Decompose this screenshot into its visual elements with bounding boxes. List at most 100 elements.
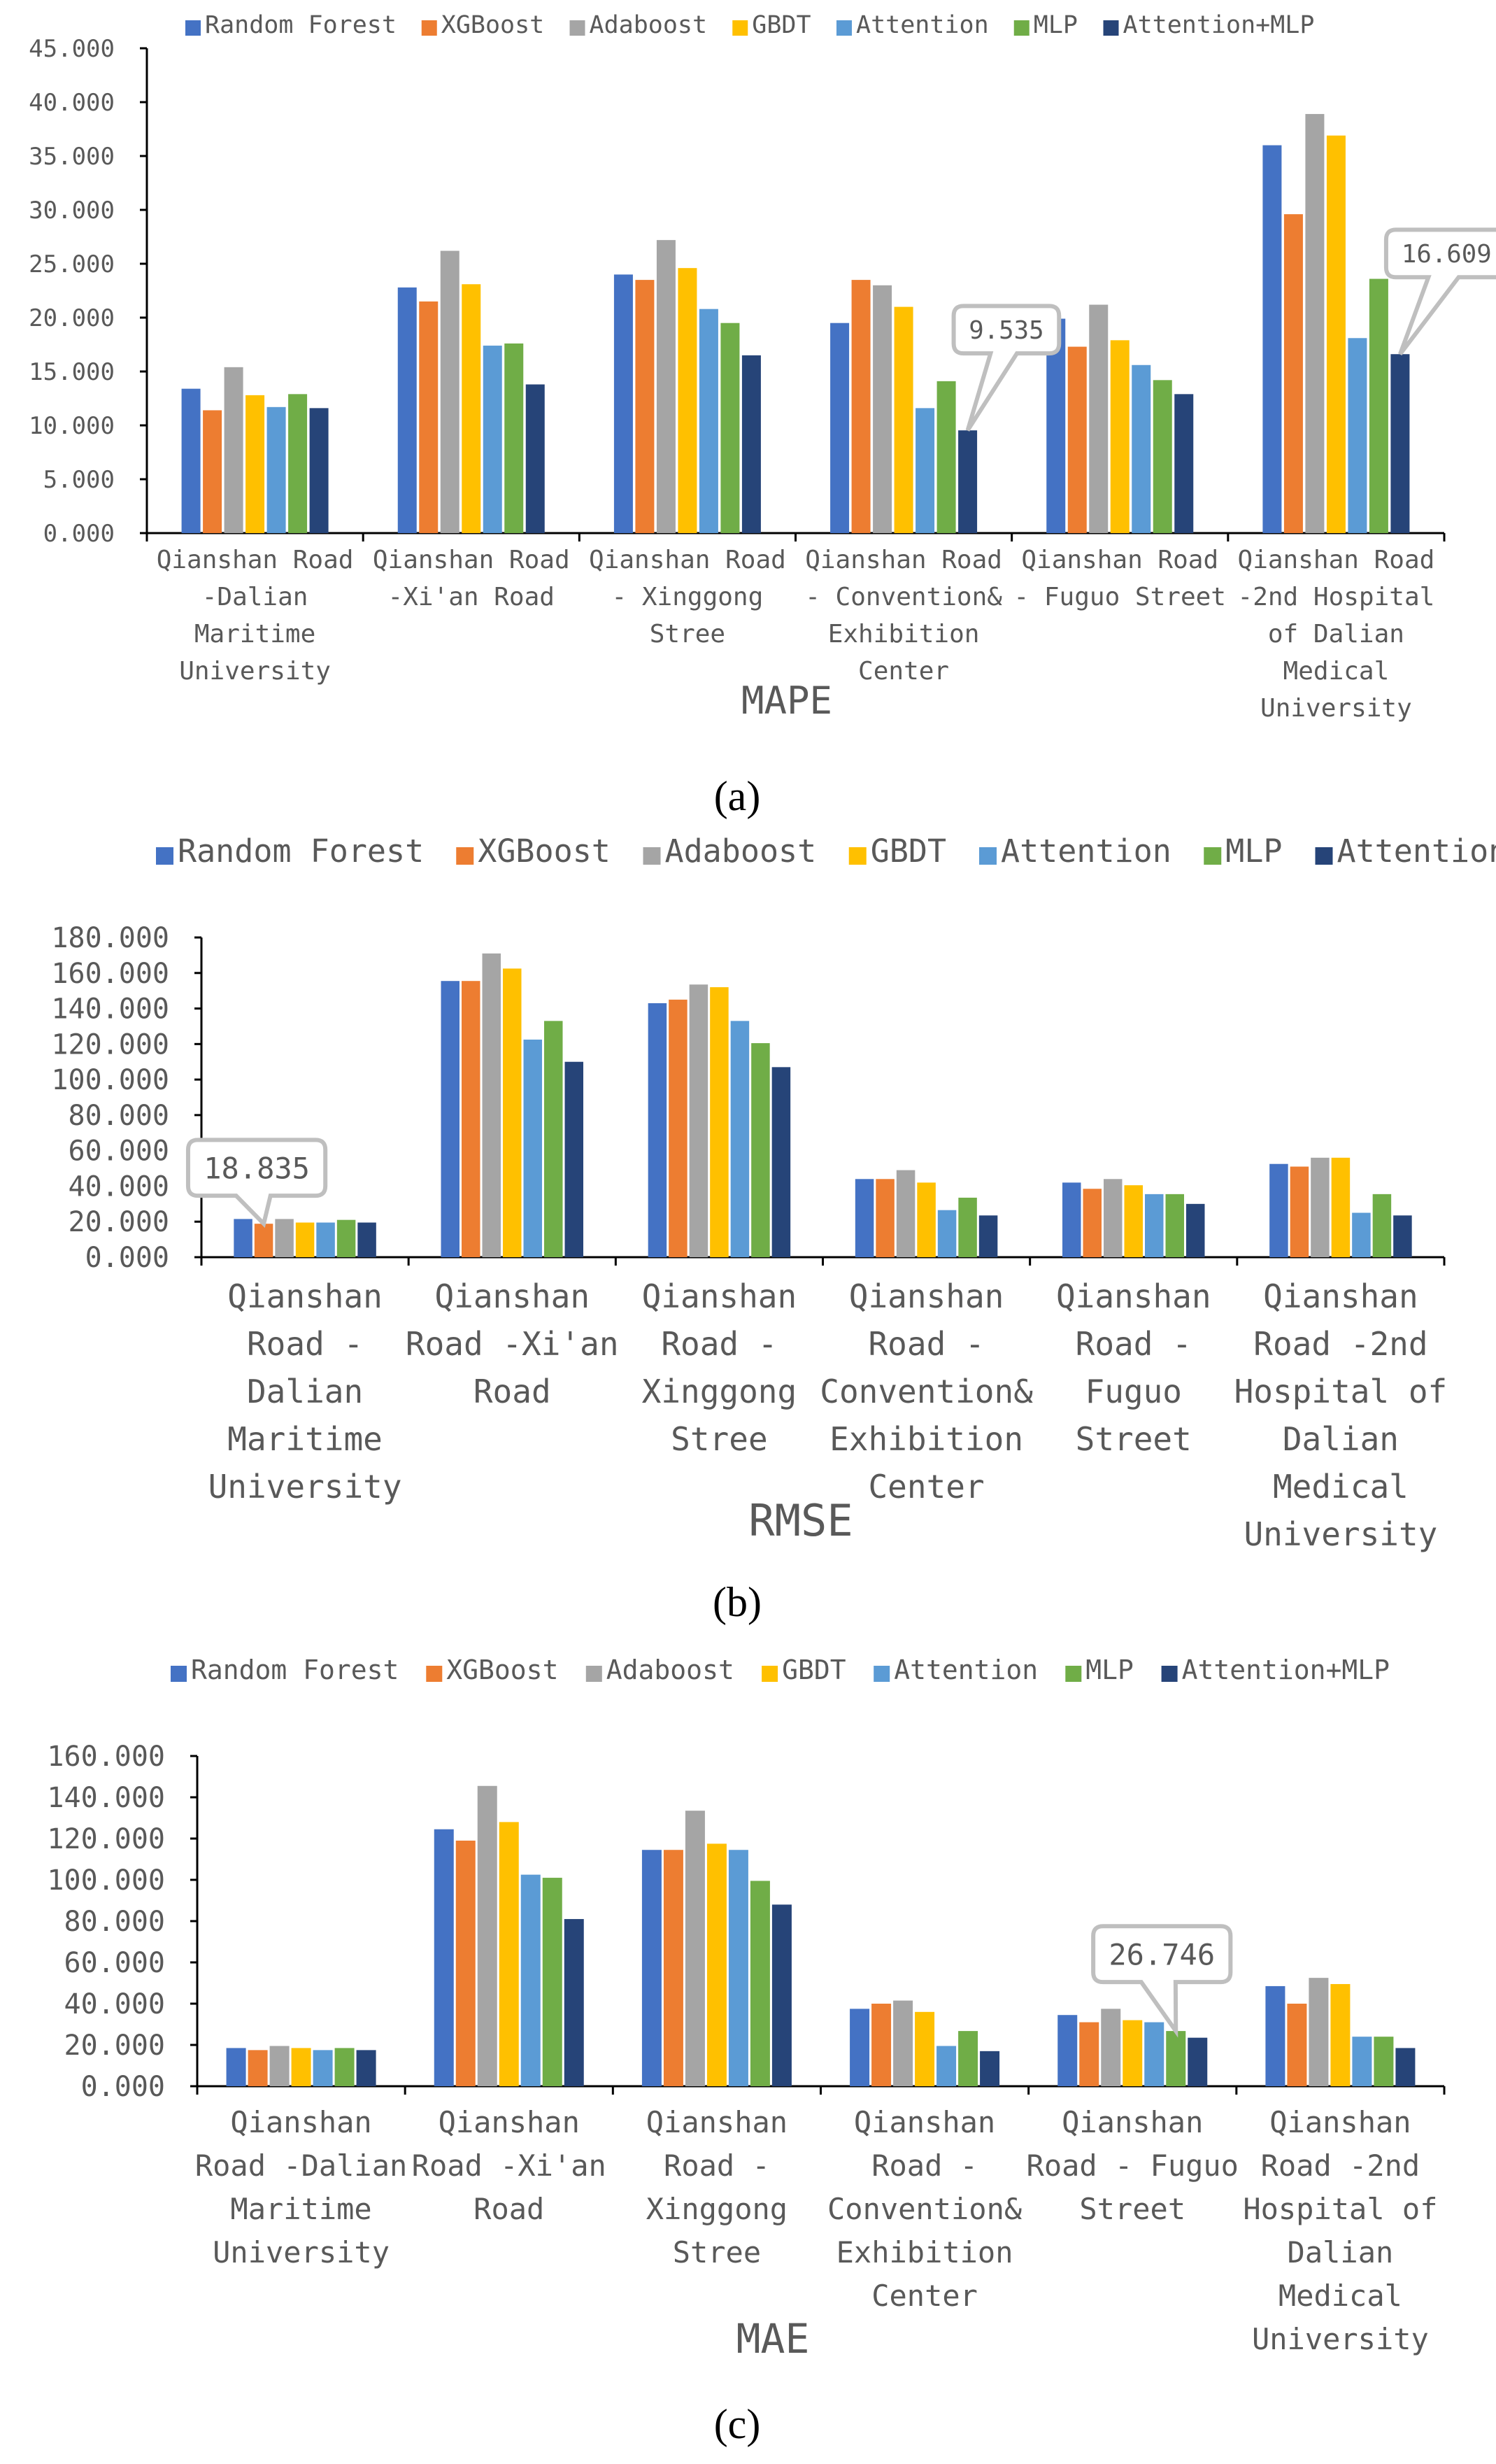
x-axis-title: MAPE <box>741 679 832 723</box>
x-category-label-line: Road -Xi'an <box>406 1325 619 1363</box>
x-category-label-line: Qianshan Road <box>1238 546 1435 574</box>
bar <box>893 2000 913 2086</box>
bar <box>936 381 956 533</box>
legend-item: MLP <box>1204 833 1283 870</box>
y-tick-label: 140.000 <box>51 993 169 1026</box>
legend-label: Random Forest <box>191 1655 399 1685</box>
bar <box>203 410 222 533</box>
x-category-label-line: Qianshan <box>642 1277 797 1315</box>
y-tick-label: 160.000 <box>51 958 169 990</box>
bar <box>1395 2048 1416 2086</box>
x-category-label: Qianshan Road - Xinggong Stree <box>646 2105 788 2270</box>
legend-swatch <box>421 20 437 36</box>
bar <box>1305 113 1325 533</box>
x-category-label-line: Qianshan <box>1062 2105 1203 2139</box>
x-category-label: Qianshan Road - Xinggong Stree <box>589 546 786 649</box>
legend-label: XGBoost <box>478 833 611 870</box>
x-category-label-line: Stree <box>671 1420 767 1458</box>
bar <box>1369 278 1388 533</box>
bar <box>830 323 850 533</box>
legend-item: Adaboost <box>585 1655 734 1685</box>
legend-swatch <box>1013 20 1030 36</box>
legend-label: Random Forest <box>205 11 397 39</box>
bar <box>656 240 676 533</box>
bar <box>710 987 729 1257</box>
x-category-label-line: Xinggong <box>646 2192 788 2226</box>
legend-label: Adaboost <box>665 833 817 870</box>
legend-label: GBDT <box>871 833 946 870</box>
y-tick-label: 40.000 <box>29 89 115 117</box>
bar <box>1174 394 1194 533</box>
bar <box>1062 1182 1081 1257</box>
x-category-label-line: Road <box>473 2192 544 2226</box>
legend-item: Attention <box>874 1655 1038 1685</box>
bar <box>226 2048 246 2086</box>
x-category-label-line: Road - <box>664 2148 770 2183</box>
x-category-label-line: University <box>1260 694 1412 723</box>
callout: 18.835 <box>185 1138 328 1229</box>
legend-swatch <box>156 847 173 865</box>
x-category-label: Qianshan Road -Xi'an Road <box>373 546 570 611</box>
x-category-label: Qianshan Road -Dalian Maritime University <box>208 1277 402 1506</box>
legend-label: GBDT <box>782 1655 846 1685</box>
bar <box>685 1811 705 2086</box>
y-tick-label: 60.000 <box>64 1947 166 1979</box>
bar <box>751 1043 770 1257</box>
legend-item: Random Forest <box>156 833 424 870</box>
x-category-label-line: Road -2nd <box>1253 1325 1427 1363</box>
bar <box>1188 2037 1208 2086</box>
x-category-label-line: Qianshan <box>230 2105 371 2139</box>
legend-swatch <box>1161 1666 1178 1682</box>
bar <box>564 1061 583 1257</box>
legend-label: MLP <box>1085 1655 1134 1685</box>
bar <box>275 1219 294 1257</box>
x-category-label-line: Dalian <box>1288 2235 1394 2270</box>
bar <box>1287 2004 1307 2086</box>
x-category-label-line: Qianshan Road <box>805 546 1002 574</box>
bar <box>978 1215 998 1257</box>
x-category-label-line: Qianshan Road <box>157 546 354 574</box>
legend-item: GBDT <box>848 833 946 870</box>
x-category-label-line: Road <box>473 1373 551 1410</box>
bar <box>1124 1185 1143 1257</box>
bar <box>245 395 265 533</box>
bar <box>1186 1203 1205 1257</box>
legend-label: XGBoost <box>446 1655 558 1685</box>
bar <box>434 1829 454 2086</box>
x-category-label-line: -2nd Hospital <box>1238 583 1435 611</box>
bar <box>1104 1179 1123 1257</box>
x-category-label-line: -Dalian <box>202 583 308 611</box>
bar <box>876 1179 895 1257</box>
bar <box>980 2051 1000 2086</box>
x-category-label-line: Maritime <box>194 620 315 649</box>
x-category-label-line: Xinggong <box>642 1373 797 1410</box>
legend-swatch <box>1204 847 1222 865</box>
bar <box>504 343 524 533</box>
y-tick-label: 20.000 <box>29 304 115 332</box>
bar <box>706 1843 727 2086</box>
legend-swatch <box>732 20 748 36</box>
x-category-label: Qianshan Road -2nd Hospital of Dalian Medica… <box>1243 2105 1437 2356</box>
legend: Random Forest XGBoost Adaboost GBDT Attentio… <box>156 833 1496 870</box>
x-category-label-line: Street <box>1076 1420 1192 1458</box>
x-category-label-line: Qianshan Road <box>1021 546 1218 574</box>
x-category-label: Qianshan Road -Dalian Maritime University <box>195 2105 407 2270</box>
callout: 16.609 <box>1383 227 1496 356</box>
chart-panel-mae: Random Forest XGBoost Adaboost GBDT Attentio… <box>47 1655 1446 2363</box>
bar <box>1309 1978 1329 2086</box>
legend-item: Attention <box>836 11 989 39</box>
legend-item: Attention+MLP <box>1103 11 1314 39</box>
x-category-label-line: Exhibition <box>828 620 980 649</box>
x-category-label-line: Medical <box>1273 1468 1409 1506</box>
legend-swatch <box>1315 847 1333 865</box>
bar <box>462 284 481 533</box>
x-category-label-line: Medical <box>1283 657 1390 686</box>
panel-label-a: (a) <box>714 773 761 819</box>
legend-item: MLP <box>1065 1655 1134 1685</box>
bar <box>181 388 201 533</box>
bar <box>1132 364 1151 533</box>
bar <box>1145 1194 1164 1257</box>
bar <box>397 287 417 533</box>
legend-item: XGBoost <box>421 11 544 39</box>
bar <box>499 1822 519 2086</box>
